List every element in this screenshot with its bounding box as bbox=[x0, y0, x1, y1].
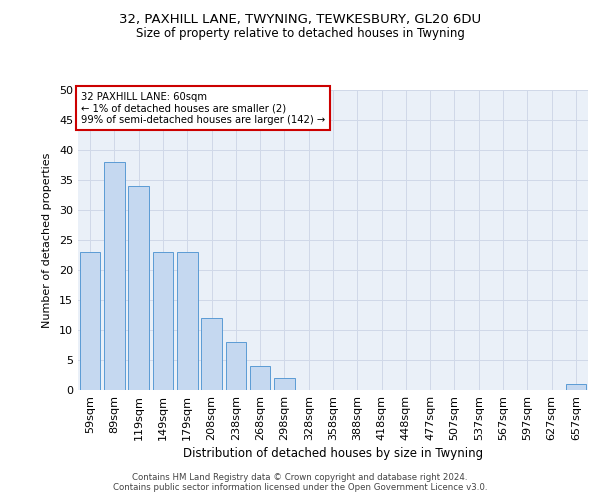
Bar bbox=[177, 252, 197, 390]
Text: 32, PAXHILL LANE, TWYNING, TEWKESBURY, GL20 6DU: 32, PAXHILL LANE, TWYNING, TEWKESBURY, G… bbox=[119, 12, 481, 26]
Bar bbox=[274, 378, 295, 390]
X-axis label: Distribution of detached houses by size in Twyning: Distribution of detached houses by size … bbox=[183, 447, 483, 460]
Y-axis label: Number of detached properties: Number of detached properties bbox=[42, 152, 52, 328]
Text: Contains HM Land Registry data © Crown copyright and database right 2024.
Contai: Contains HM Land Registry data © Crown c… bbox=[113, 473, 487, 492]
Bar bbox=[80, 252, 100, 390]
Text: 32 PAXHILL LANE: 60sqm
← 1% of detached houses are smaller (2)
99% of semi-detac: 32 PAXHILL LANE: 60sqm ← 1% of detached … bbox=[80, 92, 325, 124]
Text: Size of property relative to detached houses in Twyning: Size of property relative to detached ho… bbox=[136, 28, 464, 40]
Bar bbox=[104, 162, 125, 390]
Bar bbox=[226, 342, 246, 390]
Bar bbox=[128, 186, 149, 390]
Bar bbox=[201, 318, 222, 390]
Bar bbox=[566, 384, 586, 390]
Bar bbox=[152, 252, 173, 390]
Bar bbox=[250, 366, 271, 390]
